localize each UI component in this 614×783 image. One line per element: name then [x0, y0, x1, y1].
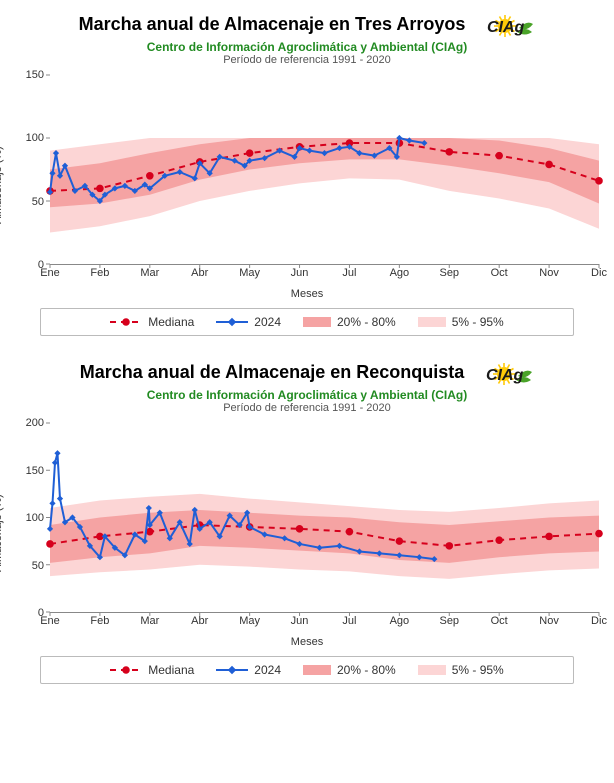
y-tick: 50	[32, 560, 44, 572]
legend-label-median: Mediana	[148, 663, 194, 677]
logo-wrap: CIAg	[474, 358, 534, 386]
y-tick: 200	[26, 417, 44, 429]
x-tick: Abr	[191, 615, 208, 627]
x-tick: May	[239, 615, 260, 627]
legend-item-band2: 5% - 95%	[418, 663, 504, 677]
plot-area	[50, 75, 599, 265]
legend-item-median: Mediana	[110, 663, 194, 677]
period: Período de referencia 1991 - 2020	[0, 402, 614, 414]
legend-item-current: 2024	[216, 315, 281, 329]
x-tick: Ene	[40, 267, 60, 279]
plot-wrap: Almacenaje (%)050100150EneFebMarAbrMayJu…	[10, 70, 604, 300]
svg-text:CIAg: CIAg	[487, 19, 525, 36]
y-ticks: 050100150200	[10, 418, 48, 648]
x-tick: Nov	[539, 615, 559, 627]
x-tick: Jul	[342, 615, 356, 627]
title-row: Marcha anual de Almacenaje en Tres Arroy…	[0, 10, 614, 38]
legend-swatch-band1	[303, 317, 331, 327]
chart-block: Marcha anual de Almacenaje en Tres Arroy…	[0, 0, 614, 336]
x-ticks: EneFebMarAbrMayJunJulAgoSepOctNovDic	[50, 615, 599, 633]
x-tick: Feb	[90, 615, 109, 627]
x-tick: Abr	[191, 267, 208, 279]
legend-label-band1: 20% - 80%	[337, 315, 396, 329]
x-tick: Dic	[591, 615, 607, 627]
legend-item-median: Mediana	[110, 315, 194, 329]
legend-label-current: 2024	[254, 663, 281, 677]
x-tick: Ago	[390, 267, 410, 279]
chart-block: Marcha anual de Almacenaje en Reconquist…	[0, 348, 614, 684]
x-tick: Mar	[140, 615, 159, 627]
plot-area	[50, 423, 599, 613]
x-tick: Jul	[342, 267, 356, 279]
x-tick: May	[239, 267, 260, 279]
legend-label-current: 2024	[254, 315, 281, 329]
logo-wrap: CIAg	[475, 10, 535, 38]
legend-swatch-band2	[418, 665, 446, 675]
y-axis-label: Almacenaje (%)	[0, 494, 4, 572]
legend-item-band2: 5% - 95%	[418, 315, 504, 329]
x-axis-label: Meses	[291, 288, 323, 300]
x-tick: Ene	[40, 615, 60, 627]
legend-item-band1: 20% - 80%	[303, 663, 396, 677]
y-axis-label: Almacenaje (%)	[0, 146, 4, 224]
ciag-logo: CIAg	[475, 10, 535, 38]
x-tick: Sep	[439, 267, 459, 279]
legend: Mediana 2024 20% - 80% 5% - 95%	[40, 656, 574, 684]
chart-title: Marcha anual de Almacenaje en Reconquist…	[80, 362, 464, 383]
period: Período de referencia 1991 - 2020	[0, 54, 614, 66]
y-tick: 100	[26, 132, 44, 144]
x-tick: Nov	[539, 267, 559, 279]
legend-swatch-band2	[418, 317, 446, 327]
legend-label-band2: 5% - 95%	[452, 663, 504, 677]
legend: Mediana 2024 20% - 80% 5% - 95%	[40, 308, 574, 336]
y-tick: 100	[26, 512, 44, 524]
subtitle: Centro de Información Agroclimática y Am…	[0, 40, 614, 54]
x-tick: Mar	[140, 267, 159, 279]
ciag-logo: CIAg	[474, 358, 534, 386]
x-tick: Jun	[291, 615, 309, 627]
plot-svg	[50, 75, 599, 264]
x-tick: Feb	[90, 267, 109, 279]
y-tick: 50	[32, 196, 44, 208]
title-row: Marcha anual de Almacenaje en Reconquist…	[0, 358, 614, 386]
subtitle: Centro de Información Agroclimática y Am…	[0, 388, 614, 402]
y-ticks: 050100150	[10, 70, 48, 300]
legend-item-band1: 20% - 80%	[303, 315, 396, 329]
y-tick: 150	[26, 69, 44, 81]
legend-label-band2: 5% - 95%	[452, 315, 504, 329]
legend-label-median: Mediana	[148, 315, 194, 329]
legend-swatch-band1	[303, 665, 331, 675]
legend-label-band1: 20% - 80%	[337, 663, 396, 677]
x-ticks: EneFebMarAbrMayJunJulAgoSepOctNovDic	[50, 267, 599, 285]
x-tick: Oct	[491, 615, 508, 627]
x-tick: Ago	[390, 615, 410, 627]
svg-text:CIAg: CIAg	[486, 367, 524, 384]
x-axis-label: Meses	[291, 636, 323, 648]
x-tick: Jun	[291, 267, 309, 279]
x-tick: Sep	[439, 615, 459, 627]
x-tick: Oct	[491, 267, 508, 279]
legend-item-current: 2024	[216, 663, 281, 677]
x-tick: Dic	[591, 267, 607, 279]
plot-wrap: Almacenaje (%)050100150200EneFebMarAbrMa…	[10, 418, 604, 648]
y-tick: 150	[26, 465, 44, 477]
plot-svg	[50, 423, 599, 612]
chart-title: Marcha anual de Almacenaje en Tres Arroy…	[79, 14, 466, 35]
